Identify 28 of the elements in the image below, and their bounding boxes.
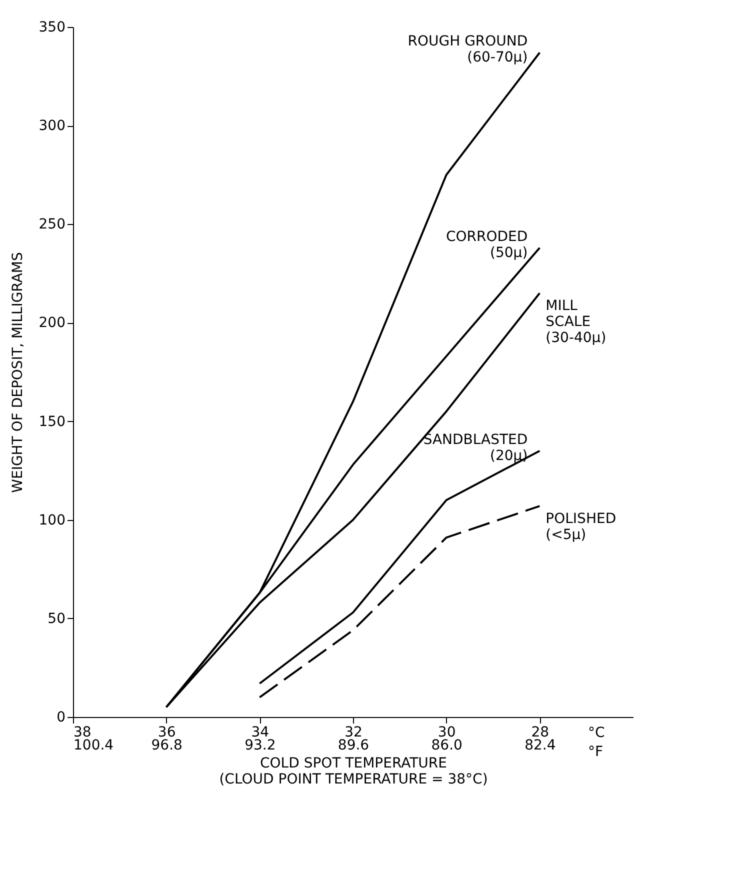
x-tick-label: 34 <box>251 724 270 740</box>
x2-tick-label: 100.4 <box>74 738 114 754</box>
y-tick-label: 200 <box>38 315 66 332</box>
y-tick-label: 250 <box>38 216 66 233</box>
text: °C °F <box>588 725 605 760</box>
y-tick-label: 300 <box>38 118 66 134</box>
x2-tick-label: 93.2 <box>244 738 276 754</box>
series-label: SANDBLASTED (20μ) <box>423 432 528 464</box>
x-tick-label: 30 <box>438 724 456 740</box>
x-tick-label: 38 <box>74 724 92 740</box>
x2-tick-label: 96.8 <box>151 738 182 754</box>
series-label: MILL SCALE (30-40μ) <box>546 298 606 346</box>
y-tick-label: 50 <box>48 610 66 627</box>
x-tick-label: 28 <box>531 724 550 740</box>
y-tick-label: 0 <box>56 710 66 726</box>
x2-tick-label: 89.6 <box>338 738 370 754</box>
y-tick-label: 350 <box>38 20 66 36</box>
y-tick-label: 100 <box>38 512 66 528</box>
x2-tick-label: 86.0 <box>431 738 462 754</box>
x2-tick-label: 82.4 <box>524 738 556 754</box>
y-axis-title: WEIGHT OF DEPOSIT, MILLIGRAMS <box>10 252 26 493</box>
series-label: CORRODED (50μ) <box>446 228 528 261</box>
y-tick-label: 150 <box>38 414 66 430</box>
series-label: ROUGH GROUND (60-70μ) <box>408 34 528 66</box>
x-tick-label: 32 <box>344 724 362 740</box>
series-label: POLISHED (<5μ) <box>546 511 616 544</box>
x-tick-label: 36 <box>158 724 176 740</box>
x-axis-title: COLD SPOT TEMPERATURE (CLOUD POINT TEMPERATURE = 38°C) <box>219 756 488 788</box>
